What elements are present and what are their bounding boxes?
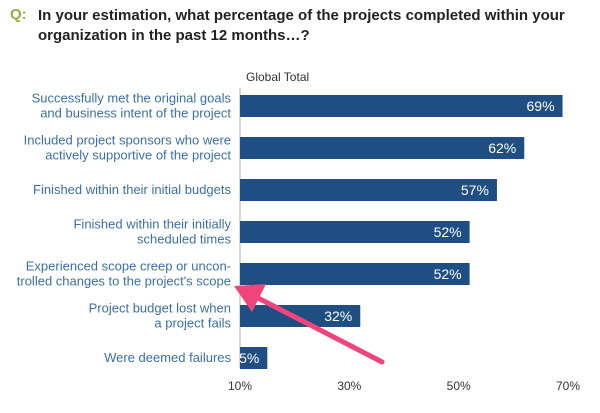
bar-5	[240, 305, 361, 327]
category-label-4: Experienced scope creep or uncon-trolled…	[17, 259, 231, 289]
category-label-1: Included project sponsors who were active…	[24, 133, 232, 163]
category-label-line: Successfully met the original goals	[32, 91, 232, 106]
category-label-3: Finished within their initially scheduled…	[73, 217, 231, 247]
category-label-line: and business intent of the project	[40, 106, 231, 121]
bar-value-label-2: 57%	[461, 182, 489, 198]
bar-value-label-4: 52%	[434, 266, 462, 282]
arrow-shaft	[255, 295, 385, 365]
bar-0	[240, 95, 563, 117]
category-label-0: Successfully met the original goals and b…	[32, 91, 232, 121]
category-label-line: a project fails	[154, 316, 231, 331]
x-tick-label-2: 50%	[447, 379, 471, 393]
category-label-line: Finished within their initial budgets	[33, 182, 231, 197]
category-label-line: Project budget lost when	[89, 301, 231, 316]
bar-value-label-0: 69%	[527, 98, 555, 114]
question-prefix: Q:	[10, 6, 27, 23]
arrow-head	[234, 284, 266, 312]
x-tick-label-1: 30%	[337, 379, 361, 393]
category-label-line: trolled changes to the project's scope	[17, 274, 231, 289]
category-label-line: Experienced scope creep or uncon-	[26, 259, 231, 274]
category-label-6: Were deemed failures	[104, 350, 231, 365]
column-header: Global Total	[246, 70, 310, 84]
bar-value-label-3: 52%	[434, 224, 462, 240]
question-text: In your estimation, what percentage of t…	[38, 7, 565, 44]
category-label-5: Project budget lost when a project fails	[89, 301, 232, 331]
category-label-line: actively supportive of the project	[45, 148, 231, 163]
bar-2	[240, 179, 497, 201]
category-label-2: Finished within their initial budgets	[33, 182, 231, 197]
x-tick-label-0: 10%	[228, 379, 252, 393]
bar-4	[240, 263, 470, 285]
category-label-line: Were deemed failures	[104, 350, 231, 365]
x-tick-label-3: 70%	[556, 379, 580, 393]
bar-3	[240, 221, 470, 243]
bar-value-label-6: 15%	[231, 350, 259, 366]
annotation-arrow	[234, 284, 385, 365]
bar-value-label-5: 32%	[324, 308, 352, 324]
bar-1	[240, 137, 525, 159]
category-label-line: scheduled times	[137, 232, 231, 247]
category-label-line: Included project sponsors who were	[24, 133, 231, 148]
bar-6	[240, 347, 268, 369]
category-label-line: Finished within their initially	[73, 217, 231, 232]
bar-value-label-1: 62%	[488, 140, 516, 156]
